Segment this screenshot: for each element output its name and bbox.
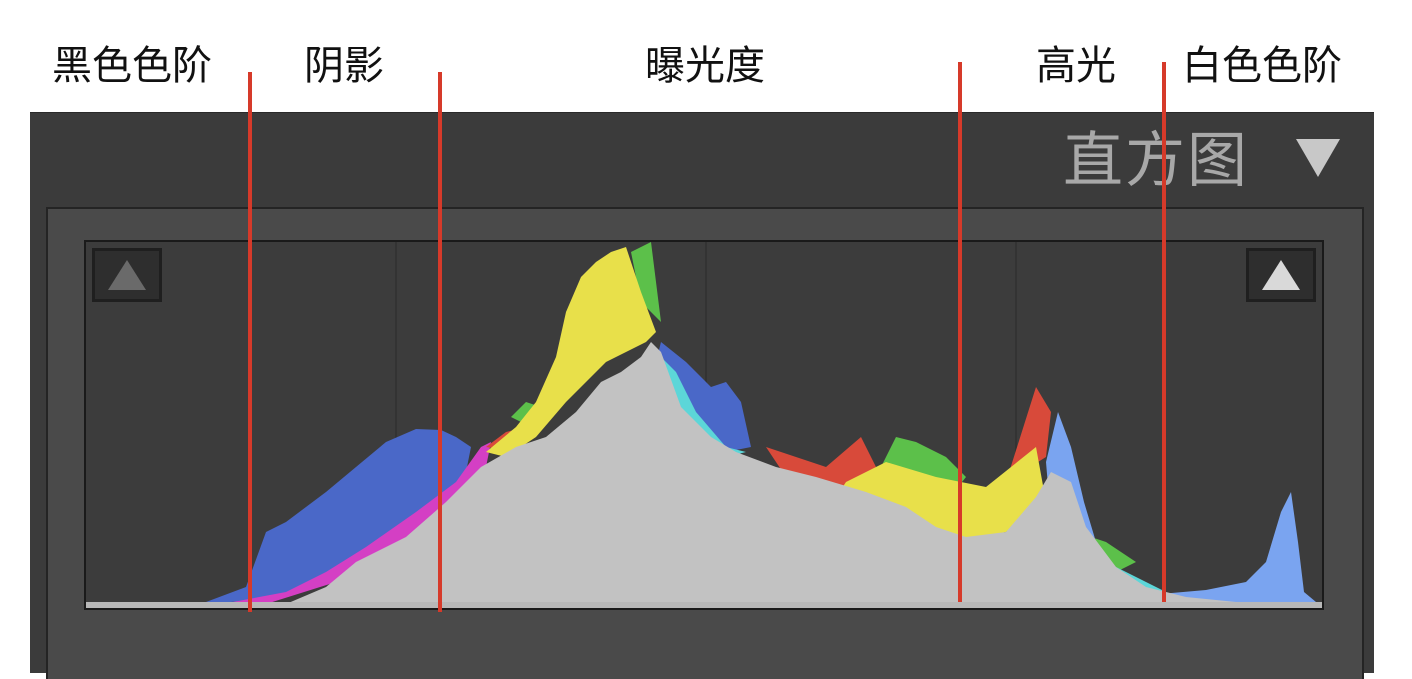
triangle-up-icon — [108, 260, 146, 290]
triangle-down-icon[interactable] — [1296, 139, 1340, 177]
histogram-graph — [86, 242, 1322, 608]
zone-label-blacks: 黑色色阶 — [52, 43, 212, 89]
histogram-lightblue — [1046, 412, 1316, 607]
triangle-up-icon — [1262, 260, 1300, 290]
zone-divider-shadows-exposure — [438, 72, 442, 612]
zone-divider-blacks-shadows — [248, 72, 252, 612]
highlight-clipping-button[interactable] — [1246, 248, 1316, 302]
histogram-blue-mid — [656, 342, 751, 452]
histogram-luminance — [152, 342, 1322, 608]
zone-label-whites: 白色色阶 — [1182, 43, 1342, 89]
zone-label-exposure: 曝光度 — [645, 43, 765, 89]
histogram-plot[interactable] — [84, 240, 1324, 610]
panel-title: 直方图 — [1063, 126, 1249, 196]
shadow-clipping-button[interactable] — [92, 248, 162, 302]
zone-label-shadows: 阴影 — [304, 43, 384, 89]
zone-label-highlights: 高光 — [1036, 43, 1116, 89]
zone-divider-exposure-highlights — [958, 62, 962, 602]
zone-divider-highlights-whites — [1162, 62, 1166, 602]
histogram-baseline — [86, 602, 1322, 608]
histogram-blue-left — [116, 429, 471, 608]
histogram-yellow — [486, 247, 1046, 542]
